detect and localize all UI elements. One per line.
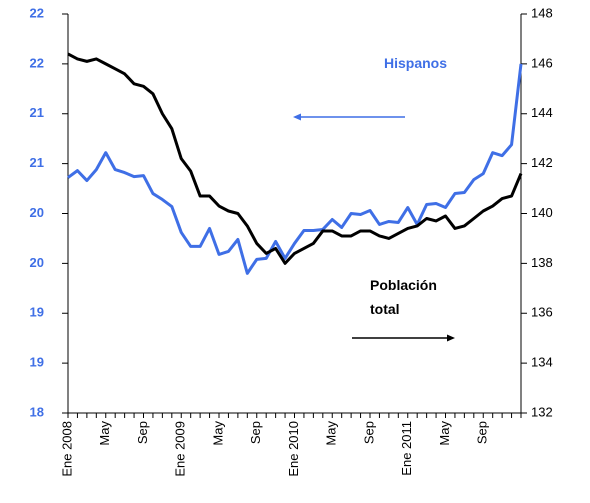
x-tick-label: May	[437, 421, 452, 446]
y2-tick-label: 146	[531, 55, 553, 70]
x-tick-label: May	[97, 421, 112, 446]
arrow-head	[447, 334, 455, 342]
x-tick-label: Ene 2009	[173, 421, 188, 477]
x-tick-label: Sep	[248, 421, 263, 444]
x-tick-label: Ene 2010	[286, 421, 301, 477]
x-tick-label: Ene 2011	[399, 421, 414, 476]
y2-tick-label: 142	[531, 155, 553, 170]
y-tick-label: 21	[30, 105, 44, 120]
x-tick-label: May	[324, 421, 339, 446]
line-series	[67, 52, 523, 265]
line-series	[67, 63, 523, 275]
series-label: Hispanos	[384, 55, 448, 71]
y-tick-label: 21	[30, 155, 44, 170]
y-tick-label: 19	[30, 355, 44, 370]
series-label: Población total	[370, 277, 437, 317]
y2-tick-label: 144	[531, 105, 553, 120]
arrow-head	[293, 113, 301, 121]
x-tick-label: May	[210, 421, 225, 446]
y2-tick-label: 148	[531, 5, 553, 20]
x-tick-label: Sep	[475, 421, 490, 444]
x-tick-label: Ene 2008	[59, 421, 74, 477]
x-tick-label: Sep	[361, 421, 376, 444]
y-tick-label: 19	[30, 305, 44, 320]
y2-tick-label: 134	[531, 355, 553, 370]
y2-tick-label: 132	[531, 404, 553, 419]
y2-tick-label: 140	[531, 205, 553, 220]
x-tick-label: Sep	[135, 421, 150, 444]
y-tick-label: 20	[30, 205, 44, 220]
y-tick-label: 20	[30, 255, 44, 270]
y2-tick-label: 136	[531, 305, 553, 320]
y-tick-label: 18	[30, 404, 44, 419]
y-tick-label: 22	[30, 5, 44, 20]
y-tick-label: 22	[30, 55, 44, 70]
y2-tick-label: 138	[531, 255, 553, 270]
